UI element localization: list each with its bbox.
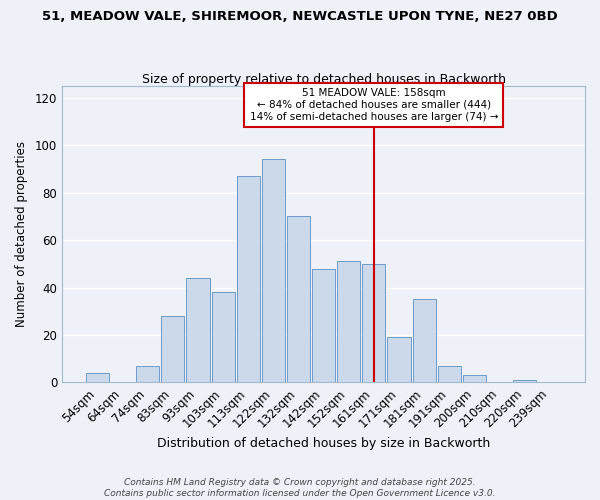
Bar	[413, 300, 436, 382]
Bar	[212, 292, 235, 382]
Bar	[312, 268, 335, 382]
Title: Size of property relative to detached houses in Backworth: Size of property relative to detached ho…	[142, 73, 506, 86]
Bar	[262, 160, 285, 382]
Text: 51 MEADOW VALE: 158sqm
← 84% of detached houses are smaller (444)
14% of semi-de: 51 MEADOW VALE: 158sqm ← 84% of detached…	[250, 88, 498, 122]
Y-axis label: Number of detached properties: Number of detached properties	[15, 141, 28, 327]
Bar	[86, 373, 109, 382]
Bar	[437, 366, 461, 382]
Bar	[388, 338, 410, 382]
Bar	[187, 278, 209, 382]
X-axis label: Distribution of detached houses by size in Backworth: Distribution of detached houses by size …	[157, 437, 490, 450]
Bar	[236, 176, 260, 382]
Text: Contains HM Land Registry data © Crown copyright and database right 2025.
Contai: Contains HM Land Registry data © Crown c…	[104, 478, 496, 498]
Bar	[337, 262, 360, 382]
Bar	[287, 216, 310, 382]
Bar	[161, 316, 184, 382]
Bar	[136, 366, 159, 382]
Bar	[362, 264, 385, 382]
Text: 51, MEADOW VALE, SHIREMOOR, NEWCASTLE UPON TYNE, NE27 0BD: 51, MEADOW VALE, SHIREMOOR, NEWCASTLE UP…	[42, 10, 558, 23]
Bar	[513, 380, 536, 382]
Bar	[463, 375, 486, 382]
